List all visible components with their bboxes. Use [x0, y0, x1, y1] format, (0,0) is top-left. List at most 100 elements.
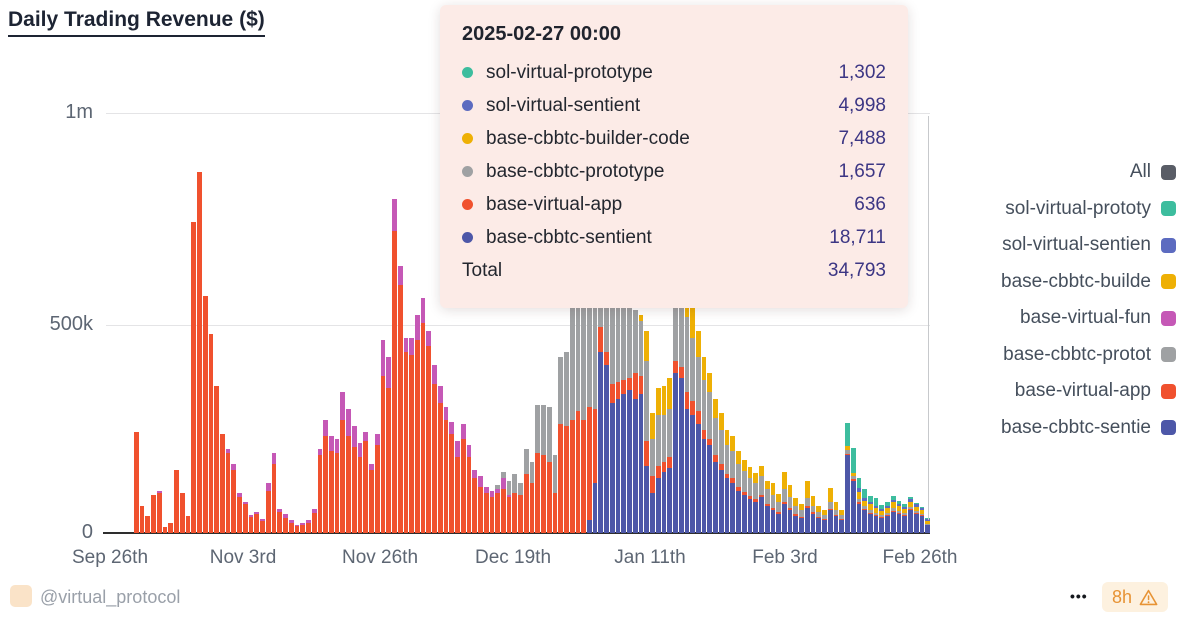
bar-column[interactable] — [277, 508, 283, 533]
bar-column[interactable] — [518, 482, 523, 533]
bar-column[interactable] — [374, 434, 380, 533]
bar-column[interactable] — [363, 432, 369, 533]
bar-column[interactable] — [627, 291, 632, 533]
bar-column[interactable] — [214, 386, 220, 533]
bar-column[interactable] — [357, 442, 363, 533]
bar-column[interactable] — [873, 498, 879, 533]
bar-column[interactable] — [311, 509, 317, 533]
bar-column[interactable] — [300, 522, 306, 533]
bar-column[interactable] — [730, 436, 736, 533]
bar-column[interactable] — [925, 518, 931, 533]
bar-column[interactable] — [655, 388, 661, 533]
legend-item-sol-virtual-sentien[interactable]: sol-virtual-sentien — [1001, 227, 1176, 264]
bar-column[interactable] — [151, 495, 156, 533]
bar-column[interactable] — [271, 453, 277, 533]
bar-column[interactable] — [770, 483, 776, 533]
legend-item-base-virtual-app[interactable]: base-virtual-app — [1001, 373, 1176, 410]
bar-column[interactable] — [753, 473, 759, 533]
bar-column[interactable] — [810, 495, 816, 533]
bar-column[interactable] — [231, 463, 237, 533]
bar-column[interactable] — [294, 524, 300, 533]
bar-column[interactable] — [535, 404, 541, 533]
bar-column[interactable] — [902, 504, 908, 533]
bar-column[interactable] — [799, 504, 804, 533]
bar-column[interactable] — [673, 276, 678, 533]
bar-column[interactable] — [174, 470, 179, 533]
bar-column[interactable] — [403, 337, 409, 533]
bar-column[interactable] — [323, 420, 328, 533]
legend-item-base-cbbtc-protot[interactable]: base-cbbtc-protot — [1001, 337, 1176, 374]
bar-column[interactable] — [839, 509, 845, 533]
bar-column[interactable] — [793, 498, 799, 533]
bar-column[interactable] — [776, 493, 781, 533]
bars-canvas[interactable] — [134, 93, 931, 533]
bar-column[interactable] — [466, 444, 472, 533]
bar-column[interactable] — [913, 502, 919, 533]
bar-column[interactable] — [581, 272, 587, 533]
bar-column[interactable] — [621, 272, 627, 533]
bar-column[interactable] — [736, 451, 741, 533]
bar-column[interactable] — [283, 514, 288, 533]
staleness-badge[interactable]: 8h — [1102, 582, 1169, 612]
bar-column[interactable] — [690, 308, 695, 533]
bar-column[interactable] — [409, 337, 414, 533]
bar-column[interactable] — [564, 352, 569, 533]
bar-column[interactable] — [202, 295, 208, 533]
bar-column[interactable] — [443, 407, 449, 533]
bar-column[interactable] — [426, 331, 432, 533]
bar-column[interactable] — [661, 386, 667, 533]
bar-column[interactable] — [455, 440, 460, 533]
bar-column[interactable] — [552, 455, 558, 533]
bar-column[interactable] — [781, 472, 787, 533]
bar-column[interactable] — [397, 266, 403, 533]
bar-column[interactable] — [495, 484, 500, 533]
bar-column[interactable] — [317, 449, 323, 533]
bar-column[interactable] — [351, 425, 357, 533]
bar-column[interactable] — [306, 520, 311, 533]
bar-column[interactable] — [179, 493, 185, 533]
bar-column[interactable] — [541, 404, 546, 533]
bar-column[interactable] — [432, 365, 437, 533]
bar-column[interactable] — [134, 432, 139, 533]
bar-column[interactable] — [460, 423, 466, 533]
bar-column[interactable] — [162, 526, 168, 533]
bar-column[interactable] — [260, 519, 265, 533]
bar-column[interactable] — [506, 480, 512, 533]
bar-column[interactable] — [707, 373, 713, 533]
legend-item-all[interactable]: All — [1001, 154, 1176, 191]
bar-column[interactable] — [529, 461, 535, 533]
bar-column[interactable] — [220, 434, 225, 533]
bar-column[interactable] — [558, 356, 564, 533]
legend-item-sol-virtual-prototy[interactable]: sol-virtual-prototy — [1001, 191, 1176, 228]
bar-column[interactable] — [862, 489, 867, 533]
bar-column[interactable] — [845, 423, 850, 533]
account-handle[interactable]: @virtual_protocol — [40, 587, 181, 607]
bar-column[interactable] — [695, 331, 701, 533]
bar-column[interactable] — [569, 293, 575, 533]
overflow-menu-button[interactable]: ••• — [1070, 588, 1088, 604]
bar-column[interactable] — [684, 285, 690, 533]
legend-item-base-cbbtc-sentie[interactable]: base-cbbtc-sentie — [1001, 410, 1176, 447]
bar-column[interactable] — [414, 314, 420, 533]
bar-column[interactable] — [604, 283, 609, 533]
bar-column[interactable] — [804, 480, 810, 533]
bar-column[interactable] — [191, 222, 197, 533]
bar-column[interactable] — [437, 386, 443, 533]
bar-column[interactable] — [237, 493, 242, 533]
bar-column[interactable] — [816, 505, 822, 533]
bar-column[interactable] — [615, 276, 621, 533]
bar-column[interactable] — [890, 496, 896, 533]
bar-column[interactable] — [787, 484, 793, 533]
bar-column[interactable] — [609, 281, 615, 533]
bar-column[interactable] — [265, 483, 271, 533]
bar-column[interactable] — [248, 514, 254, 533]
bar-column[interactable] — [879, 504, 885, 533]
bar-column[interactable] — [254, 512, 260, 533]
bar-column[interactable] — [650, 413, 655, 533]
bar-column[interactable] — [667, 377, 673, 533]
bar-column[interactable] — [741, 459, 747, 533]
bar-column[interactable] — [724, 430, 730, 533]
bar-column[interactable] — [340, 392, 346, 533]
bar-column[interactable] — [208, 333, 214, 533]
bar-column[interactable] — [478, 476, 483, 533]
